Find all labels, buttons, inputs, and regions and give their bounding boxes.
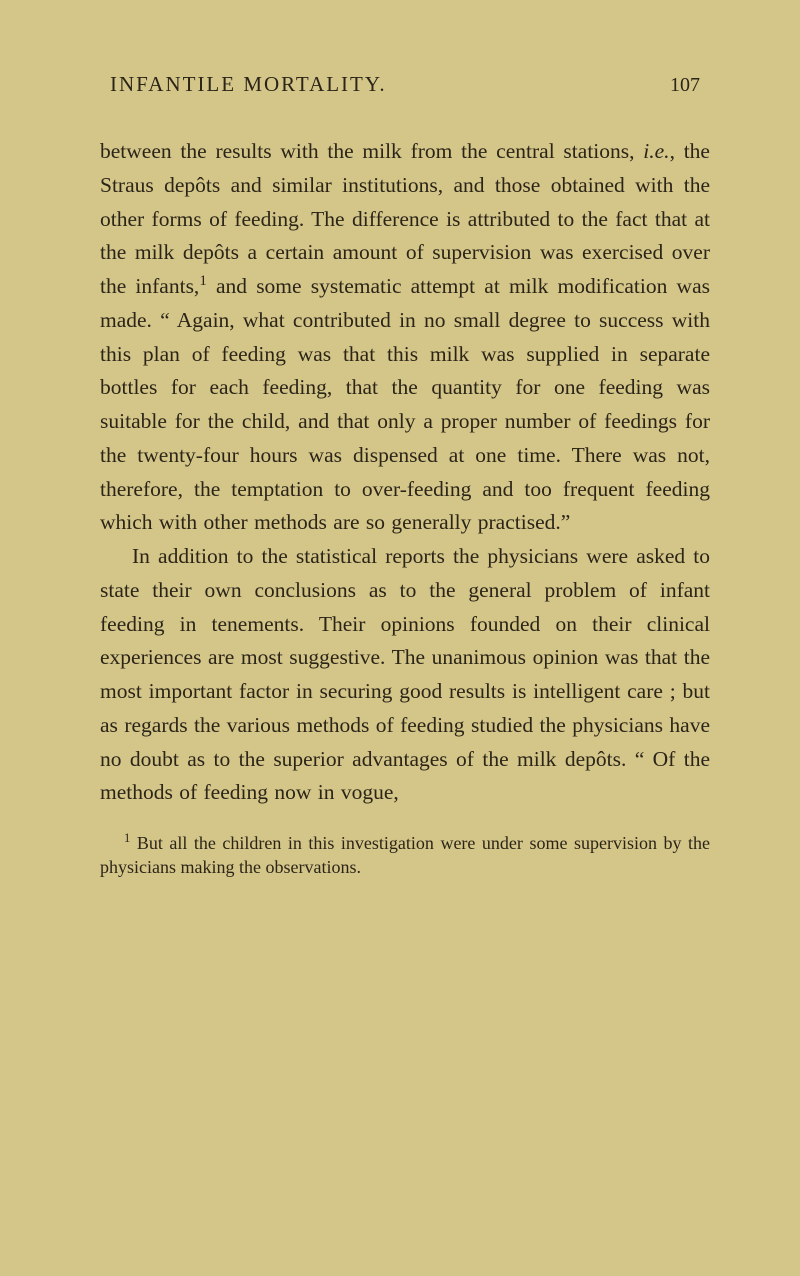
- footnote: 1 But all the children in this investiga…: [100, 830, 710, 880]
- running-title: INFANTILE MORTALITY.: [110, 72, 387, 97]
- footnote-marker: 1: [124, 831, 130, 845]
- footnote-ref: 1: [199, 273, 207, 289]
- body-text: between the results with the milk from t…: [100, 135, 710, 810]
- paragraph-2: In addition to the statistical reports t…: [100, 540, 710, 810]
- page-number: 107: [670, 74, 700, 97]
- paragraph-1: between the results with the milk from t…: [100, 135, 710, 540]
- page-header: INFANTILE MORTALITY. 107: [100, 72, 710, 97]
